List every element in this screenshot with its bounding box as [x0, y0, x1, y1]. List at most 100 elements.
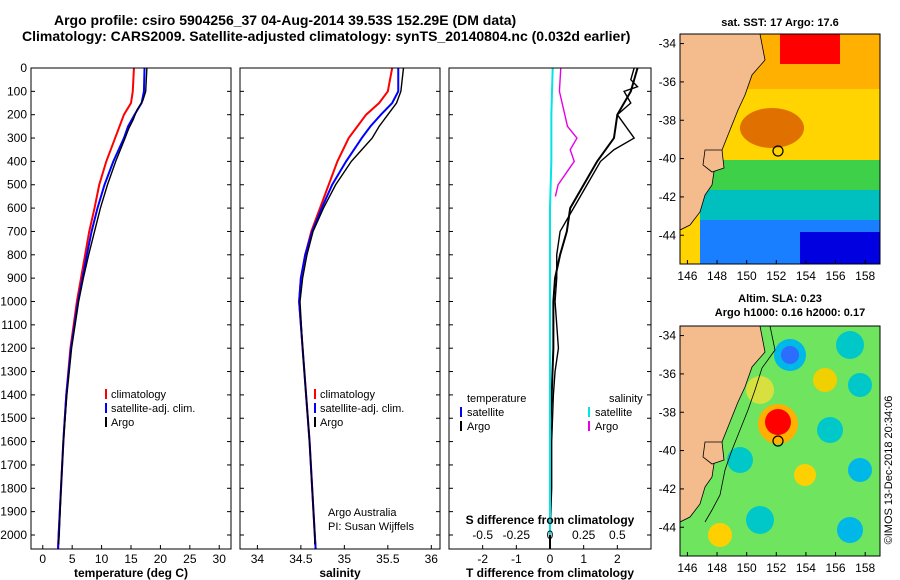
map-y-tick-label: -34 [659, 37, 677, 51]
x-tick-label: 2 [614, 552, 621, 566]
map-y-tick-label: -38 [659, 405, 677, 419]
map-x-tick-label: 156 [826, 561, 846, 575]
y-tick-label: 900 [7, 271, 27, 285]
legend-label: satellite [595, 407, 632, 419]
sla-map-title-line1: Altim. SLA: 0.23 [738, 293, 822, 305]
x-tick-label: 35 [338, 552, 352, 566]
map-y-tick-label: -36 [659, 75, 677, 89]
legend-label: satellite [467, 407, 504, 419]
plot-frame [448, 67, 652, 550]
sla-map-argo-marker [772, 435, 784, 447]
map-y-tick-label: -42 [659, 482, 677, 496]
y-tick-label: 2000 [0, 528, 27, 542]
x-tick-label: 30 [213, 552, 227, 566]
sst-map-frame [679, 33, 881, 265]
map-y-tick-label: -34 [659, 329, 677, 343]
figure-title-line1: Argo profile: csiro 5904256_37 04-Aug-20… [54, 12, 517, 28]
series-salinity-argo [554, 67, 578, 197]
sst-warm-eddy [740, 108, 804, 148]
y-tick-label: 500 [7, 178, 27, 192]
map-y-tick-label: -38 [659, 113, 677, 127]
s-tick-label: -0.5 [472, 528, 493, 542]
x-tick-label: 20 [154, 552, 168, 566]
sla-high-1 [746, 376, 774, 404]
series-argo [57, 67, 148, 545]
y-tick-label: 1200 [0, 341, 27, 355]
x-tick-label: 25 [183, 552, 197, 566]
map-x-tick-label: 156 [826, 269, 846, 283]
temperature-panel: 0100200300400500600700800900100011001200… [0, 61, 232, 580]
sla-low-4 [817, 417, 843, 443]
x-tick-label: 36 [425, 552, 439, 566]
map-x-tick-label: 152 [766, 269, 786, 283]
map-y-tick-label: -44 [659, 228, 677, 242]
map-x-tick-label: 154 [796, 269, 816, 283]
y-tick-label: 400 [7, 154, 27, 168]
x-tick-label: 5 [69, 552, 76, 566]
plot-frame [30, 67, 232, 550]
map-x-tick-label: 150 [737, 269, 757, 283]
sla-high-4 [794, 464, 816, 486]
credit-note: Argo Australia [328, 507, 397, 519]
x-tick-label: 1 [580, 552, 587, 566]
y-tick-label: 1700 [0, 458, 27, 472]
sla-map-island [702, 441, 725, 465]
y-tick-label: 1100 [1, 318, 27, 332]
map-x-tick-label: 148 [707, 561, 727, 575]
x-tick-label: 34 [251, 552, 265, 566]
legend-label: satellite-adj. clim. [111, 403, 195, 415]
x-tick-label: 10 [95, 552, 109, 566]
legend-label: Argo [320, 417, 343, 429]
sla-low-5 [727, 447, 753, 473]
y-tick-label: 1600 [0, 435, 27, 449]
y-tick-label: 700 [7, 224, 27, 238]
sst-band-cyan [700, 190, 880, 225]
map-x-tick-label: 146 [677, 561, 697, 575]
sla-low-6 [848, 458, 872, 482]
sst-map-argo-marker [772, 145, 784, 157]
y-tick-label: 300 [7, 131, 27, 145]
s-tick-label: -0.25 [503, 528, 531, 542]
sla-low-2 [836, 331, 864, 359]
plot-frame [239, 67, 441, 550]
map-y-tick-label: -36 [659, 367, 677, 381]
y-tick-label: 1800 [0, 481, 27, 495]
x-axis-label: temperature (deg C) [74, 566, 188, 580]
map-x-tick-label: 150 [737, 561, 757, 575]
sla-low-7 [746, 506, 774, 534]
x-tick-label: 15 [124, 552, 138, 566]
sla-map: Altim. SLA: 0.23 Argo h1000: 0.16 h2000:… [659, 293, 881, 575]
legend-label: Argo [467, 421, 490, 433]
sla-high-5 [708, 523, 732, 547]
series-temperature-satellite [549, 67, 639, 549]
map-x-tick-label: 152 [766, 561, 786, 575]
map-y-tick-label: -42 [659, 190, 677, 204]
sst-map-ticks: 146 148 150 152 154 156 158 -34 -36 -38 -40 -42 -44 [659, 37, 876, 283]
sst-map-title: sat. SST: 17 Argo: 17.6 [721, 17, 839, 29]
legend-label: Argo [595, 421, 618, 433]
legend-label: Argo [111, 417, 134, 429]
sla-high-2 [813, 368, 837, 392]
sla-low-8 [837, 517, 863, 543]
series-satellite-adj--clim- [57, 67, 146, 550]
map-y-tick-label: -40 [659, 444, 677, 458]
y-tick-label: 800 [7, 248, 27, 262]
figure-title-line2: Climatology: CARS2009. Satellite-adjuste… [22, 28, 631, 44]
map-y-tick-label: -40 [659, 152, 677, 166]
map-y-tick-label: -44 [659, 520, 677, 534]
map-x-tick-label: 146 [677, 269, 697, 283]
legend-label: climatology [320, 389, 376, 401]
y-tick-label: 1500 [0, 411, 27, 425]
legend-label: climatology [111, 389, 167, 401]
sla-high-3-core [765, 409, 791, 435]
s-tick-label: 0.5 [609, 528, 626, 542]
legend-title-salinity: salinity [609, 393, 643, 405]
sla-map-title-line2: Argo h1000: 0.16 h2000: 0.17 [715, 307, 865, 319]
y-tick-label: 1900 [0, 505, 27, 519]
map-x-tick-label: 148 [707, 269, 727, 283]
s-tick-label: 0 [547, 528, 554, 542]
y-tick-label: 100 [7, 84, 27, 98]
series-salinity-satellite [549, 67, 554, 535]
y-tick-label: 200 [7, 108, 27, 122]
